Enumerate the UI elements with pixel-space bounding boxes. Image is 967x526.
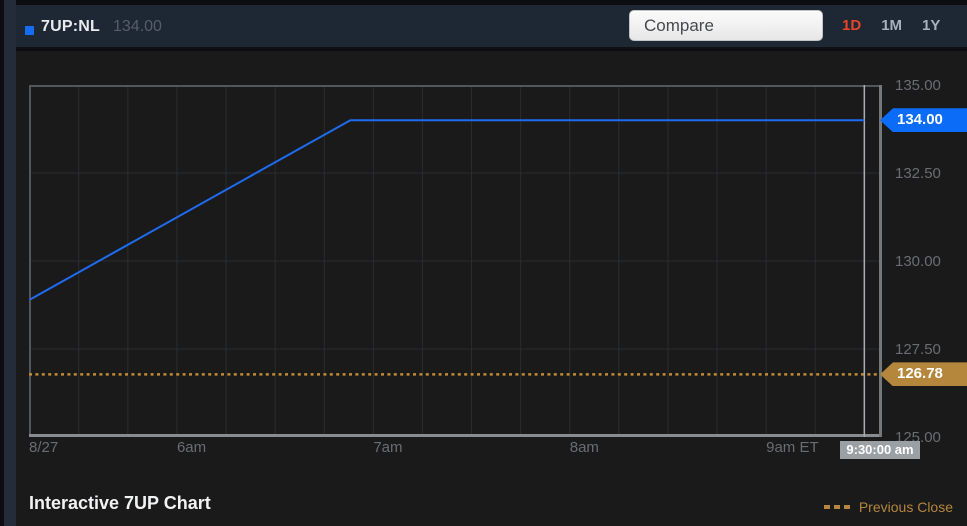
x-axis-label: 8/27 [29, 439, 59, 456]
y-axis-label: 132.50 [895, 165, 941, 182]
x-axis-label: 9am ET [766, 439, 819, 456]
series-color-swatch [25, 26, 34, 35]
range-tabs: 1D 1M 1Y [842, 17, 940, 34]
price-line [29, 119, 865, 301]
ticker-last-price: 134.00 [113, 18, 162, 35]
x-axis-label: 8am [569, 439, 599, 456]
tab-1y[interactable]: 1Y [922, 17, 941, 34]
y-axis-label: 135.00 [895, 77, 941, 94]
dotted-line-icon [823, 505, 850, 509]
chart-title: Interactive 7UP Chart [29, 493, 211, 513]
crosshair-time-tooltip: 9:30:00 am [840, 441, 920, 459]
legend-label: Previous Close [858, 499, 953, 515]
previous-close-legend: Previous Close [823, 499, 953, 515]
previous-close-tag: 126.78 [880, 362, 967, 387]
last-price-tag: 134.00 [880, 108, 967, 133]
x-axis-label: 6am [176, 439, 207, 456]
y-axis-label: 127.50 [895, 341, 941, 358]
x-axis-label: 7am [373, 439, 403, 456]
tab-1m[interactable]: 1M [881, 17, 903, 34]
ticker-symbol: 7UP:NL [41, 18, 100, 35]
compare-button[interactable]: Compare [629, 10, 823, 41]
tab-1d[interactable]: 1D [842, 17, 862, 34]
window-edge-strip [4, 0, 16, 526]
chart-header-bar: 7UP:NL 134.00 Compare 1D 1M 1Y [16, 5, 967, 49]
chart-area: 135.00 132.50 130.00 127.50 125.00 8/27 6am 7a… [16, 51, 967, 526]
y-axis-label: 130.00 [895, 253, 941, 270]
